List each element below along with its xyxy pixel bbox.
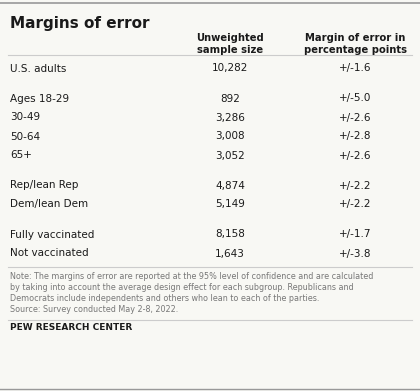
- Text: by taking into account the average design effect for each subgroup. Republicans : by taking into account the average desig…: [10, 283, 354, 292]
- Text: +/-2.6: +/-2.6: [339, 151, 371, 160]
- Text: 65+: 65+: [10, 151, 32, 160]
- Text: +/-2.8: +/-2.8: [339, 131, 371, 142]
- Text: Not vaccinated: Not vaccinated: [10, 249, 89, 258]
- Text: 50-64: 50-64: [10, 131, 40, 142]
- Text: 5,149: 5,149: [215, 199, 245, 210]
- Text: 3,008: 3,008: [215, 131, 245, 142]
- Text: PEW RESEARCH CENTER: PEW RESEARCH CENTER: [10, 323, 132, 332]
- Text: 3,052: 3,052: [215, 151, 245, 160]
- Text: +/-1.6: +/-1.6: [339, 63, 371, 74]
- Text: 4,874: 4,874: [215, 181, 245, 190]
- Text: Source: Survey conducted May 2-8, 2022.: Source: Survey conducted May 2-8, 2022.: [10, 305, 178, 314]
- Text: Margin of error in
percentage points: Margin of error in percentage points: [304, 33, 407, 56]
- Text: +/-3.8: +/-3.8: [339, 249, 371, 258]
- Text: 892: 892: [220, 93, 240, 104]
- Text: 1,643: 1,643: [215, 249, 245, 258]
- Text: Rep/lean Rep: Rep/lean Rep: [10, 181, 79, 190]
- Text: Fully vaccinated: Fully vaccinated: [10, 230, 94, 240]
- Text: Margins of error: Margins of error: [10, 16, 150, 31]
- Text: +/-2.2: +/-2.2: [339, 199, 371, 210]
- Text: Ages 18-29: Ages 18-29: [10, 93, 69, 104]
- Text: +/-1.7: +/-1.7: [339, 230, 371, 240]
- Text: Dem/lean Dem: Dem/lean Dem: [10, 199, 88, 210]
- Text: 10,282: 10,282: [212, 63, 248, 74]
- Text: +/-5.0: +/-5.0: [339, 93, 371, 104]
- Text: +/-2.6: +/-2.6: [339, 113, 371, 122]
- Text: 3,286: 3,286: [215, 113, 245, 122]
- Text: Democrats include independents and others who lean to each of the parties.: Democrats include independents and other…: [10, 294, 319, 303]
- Text: Note: The margins of error are reported at the 95% level of confidence and are c: Note: The margins of error are reported …: [10, 272, 373, 281]
- Text: U.S. adults: U.S. adults: [10, 63, 66, 74]
- Text: 30-49: 30-49: [10, 113, 40, 122]
- Text: +/-2.2: +/-2.2: [339, 181, 371, 190]
- Text: Unweighted
sample size: Unweighted sample size: [196, 33, 264, 56]
- Text: 8,158: 8,158: [215, 230, 245, 240]
